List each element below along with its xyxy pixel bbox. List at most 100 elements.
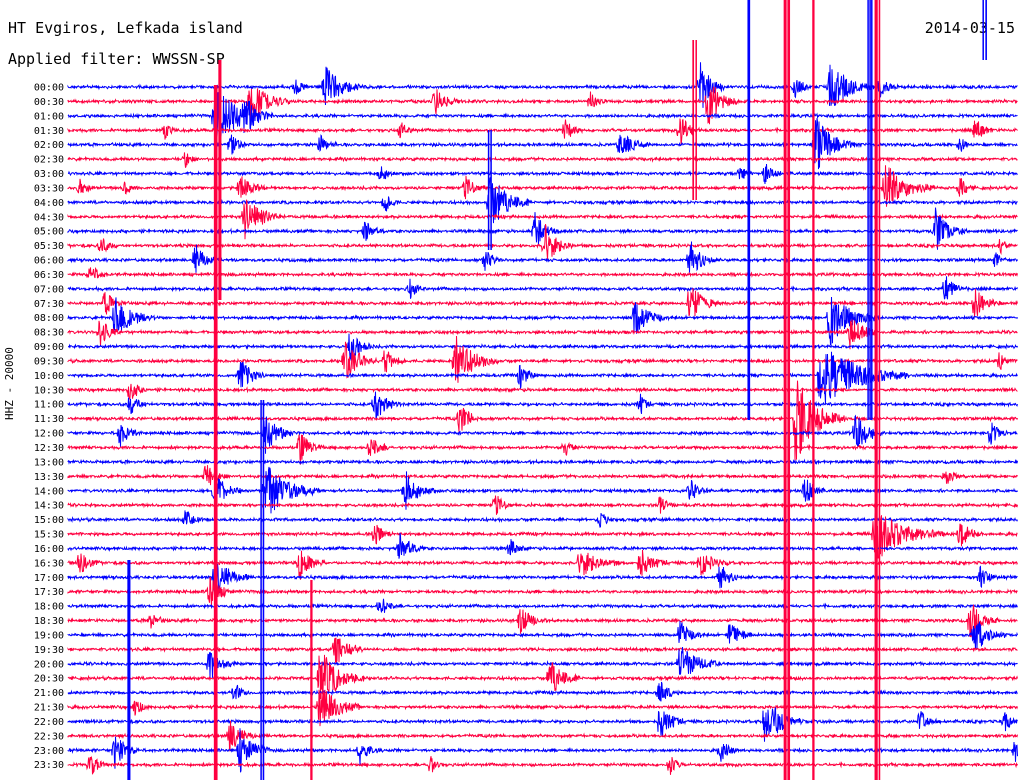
time-tick-label: 11:30 — [34, 414, 64, 425]
trace-spike — [747, 0, 751, 420]
time-tick-label: 04:30 — [34, 212, 64, 223]
time-tick-label: 12:00 — [34, 429, 64, 440]
trace-line — [67, 510, 1018, 528]
time-tick-label: 01:30 — [34, 126, 64, 137]
trace-spike — [982, 0, 987, 60]
time-tick-label: 21:00 — [34, 688, 64, 699]
trace-line — [67, 434, 1018, 465]
time-tick-label: 06:00 — [34, 256, 64, 267]
time-tick-label: 15:30 — [34, 530, 64, 541]
time-tick-label: 01:00 — [34, 111, 64, 122]
trace-line — [67, 163, 1018, 185]
time-tick-label: 17:00 — [34, 573, 64, 584]
time-tick-label: 23:30 — [34, 760, 64, 771]
trace-line — [67, 267, 1018, 279]
trace-line — [67, 207, 1018, 250]
trace-spike — [867, 0, 873, 420]
time-tick-label: 10:00 — [34, 371, 64, 382]
time-tick-label: 10:30 — [34, 385, 64, 396]
time-tick-label: 20:30 — [34, 674, 64, 685]
trace-line — [67, 165, 1018, 207]
trace-line — [67, 414, 1018, 454]
trace-spike — [218, 60, 222, 300]
time-tick-label: 08:00 — [34, 313, 64, 324]
trace-line — [67, 62, 1018, 108]
time-tick-label: 02:00 — [34, 140, 64, 151]
trace-spike — [812, 0, 815, 780]
trace-spike — [783, 0, 787, 780]
time-tick-label: 03:00 — [34, 169, 64, 180]
time-tick-label: 07:30 — [34, 299, 64, 310]
trace-line — [67, 224, 1018, 260]
trace-line — [67, 241, 1018, 273]
trace-line — [67, 604, 1018, 638]
time-tick-label: 18:30 — [34, 616, 64, 627]
time-tick-label: 15:00 — [34, 515, 64, 526]
trace-line — [67, 152, 1018, 168]
trace-line — [67, 118, 1018, 145]
trace-line — [67, 383, 1018, 400]
trace-line — [67, 707, 1018, 742]
time-tick-label: 20:00 — [34, 659, 64, 670]
trace-line — [67, 620, 1018, 649]
time-tick-label: 22:30 — [34, 731, 64, 742]
time-tick-label: 19:30 — [34, 645, 64, 656]
time-tick-label: 14:00 — [34, 486, 64, 497]
time-tick-label: 00:30 — [34, 97, 64, 108]
trace-line — [67, 563, 1018, 594]
trace-line — [67, 508, 1018, 559]
trace-line — [67, 351, 1018, 405]
trace-line — [67, 681, 1018, 702]
trace-line — [67, 458, 1018, 466]
time-tick-label: 16:30 — [34, 558, 64, 569]
time-tick-label: 13:30 — [34, 472, 64, 483]
trace-line — [67, 755, 1018, 775]
trace-line — [67, 549, 1018, 580]
filter-label: Applied filter: WWSSN-SP — [8, 50, 225, 68]
trace-spike — [260, 400, 265, 780]
trace-line — [67, 728, 1018, 773]
trace-spike — [213, 85, 218, 780]
time-tick-label: 06:30 — [34, 270, 64, 281]
trace-line — [67, 576, 1018, 606]
trace-spike — [876, 0, 881, 780]
trace-spike — [127, 560, 131, 780]
time-tick-label: 16:00 — [34, 544, 64, 555]
time-tick-label: 05:30 — [34, 241, 64, 252]
time-tick-label: 14:30 — [34, 501, 64, 512]
time-tick-label: 23:00 — [34, 746, 64, 757]
trace-line — [67, 466, 1018, 514]
time-tick-label: 13:00 — [34, 457, 64, 468]
time-tick-label: 07:00 — [34, 284, 64, 295]
trace-line — [67, 296, 1018, 346]
trace-line — [67, 465, 1018, 486]
time-tick-label: 05:00 — [34, 227, 64, 238]
trace-line — [67, 598, 1018, 613]
trace-line — [67, 654, 1018, 700]
trace-spike — [692, 40, 697, 200]
trace-line — [67, 118, 1018, 170]
trace-line — [67, 647, 1018, 679]
trace-line — [67, 391, 1018, 420]
trace-line — [67, 495, 1018, 515]
trace-line — [67, 532, 1018, 559]
time-tick-label: 17:30 — [34, 587, 64, 598]
trace-line — [67, 288, 1018, 317]
time-tick-label: 18:00 — [34, 602, 64, 613]
trace-line — [67, 276, 1018, 300]
trace-line — [67, 319, 1018, 350]
trace-line — [67, 92, 1018, 142]
time-tick-label: 09:30 — [34, 356, 64, 367]
station-title: HT Evgiros, Lefkada island — [8, 19, 243, 37]
trace-line — [67, 637, 1018, 664]
trace-line — [67, 689, 1018, 727]
trace-line — [67, 720, 1018, 752]
time-tick-label: 12:30 — [34, 443, 64, 454]
time-tick-label: 00:00 — [34, 83, 64, 94]
trace-spike — [787, 0, 791, 780]
time-tick-label: 08:30 — [34, 328, 64, 339]
trace-line — [67, 199, 1018, 240]
time-tick-label: 19:00 — [34, 630, 64, 641]
trace-spike — [310, 580, 313, 780]
